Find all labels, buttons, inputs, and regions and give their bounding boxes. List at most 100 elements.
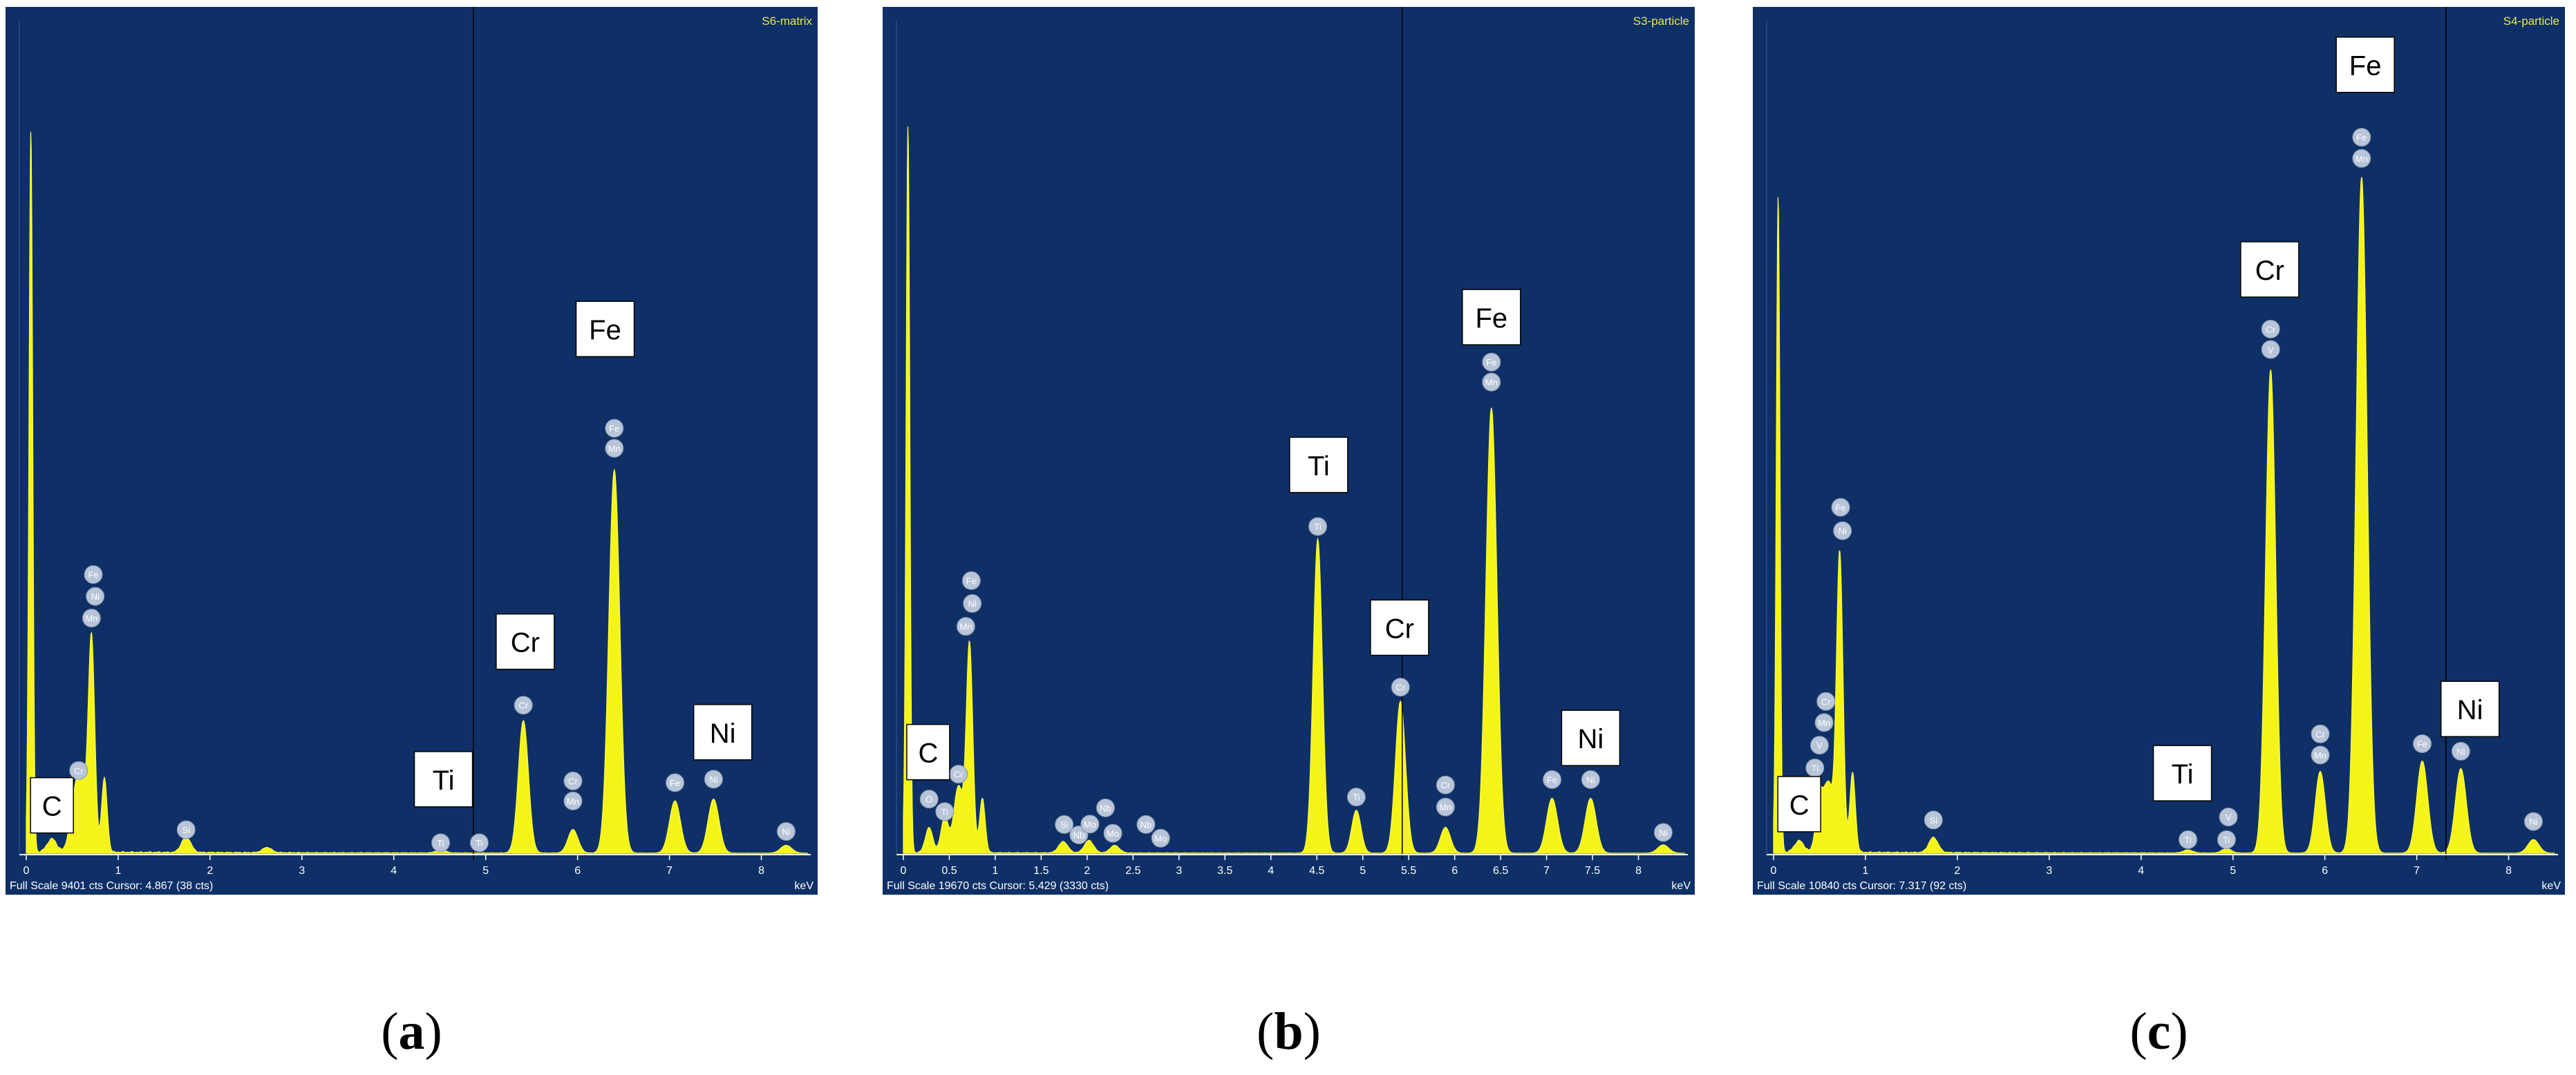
peak-marker[interactable]: Mn (1482, 372, 1501, 392)
peak-marker[interactable]: Ni (963, 594, 982, 613)
peak-marker[interactable]: Cr (563, 771, 583, 790)
svg-text:Ni: Ni (782, 826, 790, 837)
x-tick-label: 7 (2414, 865, 2420, 877)
peak-marker[interactable]: Fe (84, 565, 103, 584)
peak-marker[interactable]: Ni (1833, 521, 1852, 540)
peak-marker[interactable]: Ni (776, 821, 796, 841)
peak-marker[interactable]: Ni (2523, 812, 2543, 831)
peak-marker[interactable]: Ti (2217, 830, 2236, 849)
spectrum-svg: S4-particle 0 1 2 3 4 5 6 7 8 Full Scale 10840 cts… (1757, 7, 2561, 892)
x-tick-label: 3 (299, 865, 305, 877)
peak-marker[interactable]: Fe (605, 419, 624, 438)
peak-marker[interactable]: Ti (1346, 788, 1366, 807)
peak-marker[interactable]: Ti (1805, 758, 1825, 777)
svg-text:Si: Si (182, 825, 191, 835)
peak-marker[interactable]: Cr (514, 696, 533, 715)
svg-text:Mn: Mn (608, 444, 621, 454)
element-label: Ti (413, 751, 473, 808)
peak-marker[interactable]: Fe (1482, 352, 1501, 372)
element-label: Fe (2335, 36, 2395, 93)
svg-text:Ti: Ti (941, 807, 948, 817)
x-tick-label: 6 (2322, 865, 2328, 877)
peak-marker[interactable]: Cr (949, 765, 968, 784)
svg-text:Mn: Mn (1485, 377, 1498, 388)
peak-marker[interactable]: Mn (82, 609, 101, 628)
svg-text:V: V (2226, 812, 2232, 823)
peak-marker[interactable]: O (919, 790, 939, 809)
svg-text:Cr: Cr (74, 765, 84, 776)
svg-text:Mo: Mo (1084, 819, 1096, 830)
peak-marker[interactable]: Fe (1831, 497, 1850, 517)
x-tick-label: 0 (23, 865, 30, 877)
peak-marker[interactable]: Cr (2311, 724, 2330, 743)
x-tick-label: 3.5 (1217, 865, 1232, 877)
peak-marker[interactable]: Si (1924, 810, 1943, 830)
peak-marker[interactable]: Mn (605, 439, 624, 458)
status-text: Full Scale 9401 cts Cursor: 4.867 (38 ct… (10, 880, 213, 892)
peak-marker[interactable]: Si (1055, 815, 1074, 834)
peak-marker[interactable]: Mn (2352, 149, 2371, 168)
svg-text:Fe: Fe (2349, 51, 2382, 82)
x-tick-label: 3 (2046, 865, 2052, 877)
svg-text:Fe: Fe (1486, 357, 1496, 368)
x-tick-label: 5 (482, 865, 489, 877)
peak-marker[interactable]: Ti (469, 833, 489, 853)
x-tick-label: 4 (1268, 865, 1274, 877)
peak-marker[interactable]: Ti (2179, 830, 2198, 849)
peak-marker[interactable]: Ni (86, 587, 105, 606)
spectrum-plot: S3-particle 0 0.5 1 1.5 2 2.5 3 3.5 4 4.5 5 5.5 6 6.5 7… (883, 7, 1695, 895)
peak-marker[interactable]: Si (176, 820, 196, 839)
x-tick-label: 1 (1862, 865, 1868, 877)
peak-marker[interactable]: Ti (431, 833, 451, 853)
peak-marker[interactable]: Nb (1096, 798, 1115, 817)
x-tick-label: 1.5 (1033, 865, 1049, 877)
spectrum-series (1773, 177, 2555, 854)
svg-text:C: C (42, 792, 62, 822)
peak-marker[interactable]: Fe (1543, 770, 1562, 789)
peak-marker[interactable]: Mn (956, 617, 975, 636)
peak-marker[interactable]: Mo (1080, 815, 1100, 834)
peak-marker[interactable]: Ni (1653, 823, 1673, 842)
peak-marker[interactable]: Cr (1391, 678, 1410, 697)
peak-marker[interactable]: Mo (1151, 828, 1170, 848)
peak-marker[interactable]: V (1809, 736, 1829, 755)
eds-panel-b: S3-particle 0 0.5 1 1.5 2 2.5 3 3.5 4 4.5 5 5.5 6 6.5 7… (883, 7, 1695, 1060)
svg-text:Cr: Cr (518, 701, 528, 711)
svg-text:Ti: Ti (2172, 759, 2194, 790)
svg-text:Ni: Ni (1839, 526, 1847, 536)
peak-marker[interactable]: Fe (2352, 128, 2371, 147)
peak-marker[interactable]: Mo (1103, 824, 1122, 843)
svg-text:Mn: Mn (959, 622, 972, 632)
peak-marker[interactable]: Nb (1136, 815, 1156, 834)
spectrum-series (903, 126, 1685, 854)
spectrum-svg: S6-matrix 0 1 2 3 4 5 6 7 8 Full Scale 9401 cts Cu… (10, 7, 814, 892)
x-tick-label: 0 (1771, 865, 1777, 877)
peak-marker[interactable]: Mn (563, 791, 583, 810)
peak-marker[interactable]: Ni (1581, 770, 1600, 789)
peak-marker[interactable]: Fe (666, 773, 685, 792)
svg-text:Ni: Ni (1586, 774, 1595, 785)
peak-marker[interactable]: Mn (1436, 797, 1455, 817)
sample-label: S4-particle (2503, 15, 2559, 28)
svg-text:Mo: Mo (1154, 833, 1167, 844)
svg-text:Fe: Fe (609, 424, 619, 434)
peak-marker[interactable]: Mn (1814, 713, 1834, 732)
peak-marker[interactable]: V (2261, 340, 2280, 359)
status-text: Full Scale 19670 cts Cursor: 5.429 (3330… (887, 880, 1109, 892)
peak-marker[interactable]: Cr (1816, 692, 1836, 711)
peak-marker[interactable]: Fe (2413, 734, 2432, 753)
peak-marker[interactable]: Cr (2261, 319, 2280, 339)
peak-marker[interactable]: Cr (1436, 775, 1455, 795)
peak-marker[interactable]: V (2219, 808, 2238, 827)
peak-marker[interactable]: Ti (935, 802, 955, 821)
peak-marker[interactable]: Cr (69, 761, 88, 780)
sample-label: S6-matrix (762, 15, 812, 28)
peak-marker[interactable]: Mn (2311, 745, 2330, 765)
peak-marker[interactable]: Ni (2451, 741, 2470, 761)
peak-marker[interactable]: Fe (961, 571, 981, 590)
svg-text:V: V (1816, 741, 1823, 751)
peak-marker[interactable]: Ni (704, 770, 723, 789)
element-label: Cr (496, 613, 555, 670)
peak-marker[interactable]: Ti (1308, 517, 1328, 536)
element-label: Cr (2240, 241, 2300, 298)
